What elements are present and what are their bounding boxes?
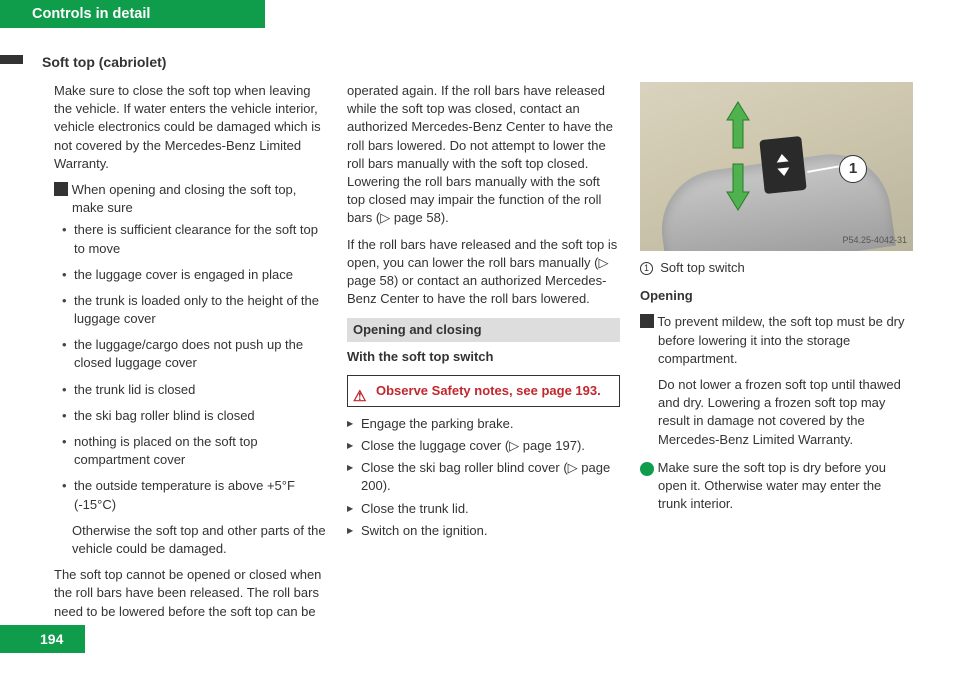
list-item: the luggage cover is engaged in place — [66, 266, 327, 284]
content-columns: Make sure to close the soft top when lea… — [54, 82, 920, 625]
list-item: the trunk is loaded only to the height o… — [66, 292, 327, 328]
intro-text: Make sure to close the soft top when lea… — [54, 82, 327, 173]
warn-lead-text: When opening and closing the soft top, m… — [72, 182, 297, 215]
warn-frozen: Do not lower a frozen soft top until tha… — [658, 376, 913, 449]
callout-marker: 1 — [839, 155, 867, 183]
arrow-up-icon — [725, 100, 751, 155]
column-1: Make sure to close the soft top when lea… — [54, 82, 327, 625]
header-tab: Controls in detail — [0, 0, 265, 28]
info-text: Make sure the soft top is dry before you… — [658, 460, 886, 511]
list-item: the trunk lid is closed — [66, 381, 327, 399]
step-item: Close the ski bag roller blind cover (▷ … — [347, 459, 620, 495]
step-item: Close the luggage cover (▷ page 197). — [347, 437, 620, 455]
bullet-list: there is sufficient clearance for the so… — [54, 221, 327, 513]
info-icon: i — [640, 462, 654, 476]
column-3: 1 P54.25-4042-31 1 Soft top switch Openi… — [640, 82, 913, 625]
list-item: there is sufficient clearance for the so… — [66, 221, 327, 257]
warning-icon: ! — [640, 314, 654, 328]
caption-text: Soft top switch — [660, 260, 745, 275]
callout-ref-icon: 1 — [640, 262, 653, 275]
warning-triangle-icon: ⚠ — [353, 386, 366, 407]
step-item: Close the trunk lid. — [347, 500, 620, 518]
image-code: P54.25-4042-31 — [842, 234, 907, 247]
step-item: Switch on the ignition. — [347, 522, 620, 540]
step-item: Engage the parking brake. — [347, 415, 620, 433]
list-item: the luggage/cargo does not push up the c… — [66, 336, 327, 372]
figure-image: 1 P54.25-4042-31 — [640, 82, 913, 251]
safety-note-box: ⚠ Observe Safety notes, see page 193. — [347, 375, 620, 407]
figure-caption: 1 Soft top switch — [640, 259, 913, 277]
list-item: the ski bag roller blind is closed — [66, 407, 327, 425]
info-dry: i Make sure the soft top is dry before y… — [640, 459, 913, 514]
arrow-down-icon — [725, 162, 751, 217]
steps-list: Engage the parking brake. Close the lugg… — [347, 415, 620, 540]
subsection-heading: With the soft top switch — [347, 348, 620, 366]
warn-block: ! When opening and closing the soft top,… — [54, 181, 327, 217]
page-number: 194 — [0, 625, 85, 653]
continued-text: operated again. If the roll bars have re… — [347, 82, 620, 228]
list-item: the outside temperature is above +5°F (-… — [66, 477, 327, 513]
warn-text: To prevent mildew, the soft top must be … — [657, 314, 904, 365]
safety-text: Observe Safety notes, see page 193. — [376, 383, 601, 398]
opening-heading: Opening — [640, 287, 913, 305]
edge-marker — [0, 55, 23, 64]
otherwise-text: Otherwise the soft top and other parts o… — [72, 522, 327, 558]
warn-mildew: ! To prevent mildew, the soft top must b… — [640, 313, 913, 368]
list-item: nothing is placed on the soft top compar… — [66, 433, 327, 469]
switch-graphic — [759, 136, 806, 194]
warning-icon: ! — [54, 182, 68, 196]
para2-text: If the roll bars have released and the s… — [347, 236, 620, 309]
column-2: operated again. If the roll bars have re… — [347, 82, 620, 625]
rollbars-text: The soft top cannot be opened or closed … — [54, 566, 327, 621]
subtitle: Soft top (cabriolet) — [42, 54, 166, 70]
section-heading: Opening and closing — [347, 318, 620, 342]
